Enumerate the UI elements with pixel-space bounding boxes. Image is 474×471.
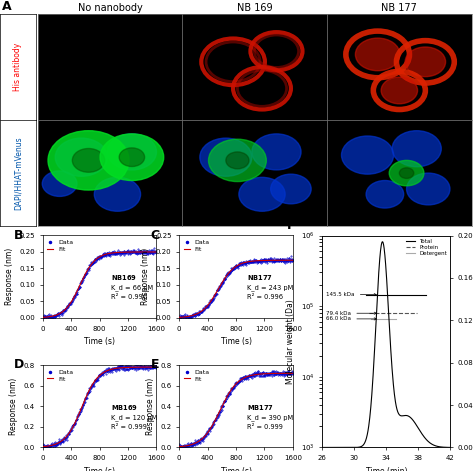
- Circle shape: [209, 139, 266, 181]
- Total: [381, 292, 387, 298]
- Text: F: F: [286, 219, 295, 232]
- Circle shape: [239, 178, 285, 211]
- Circle shape: [226, 152, 249, 169]
- Circle shape: [399, 168, 414, 179]
- Text: C: C: [151, 229, 160, 242]
- Circle shape: [55, 138, 107, 176]
- Text: 145.5 kDa: 145.5 kDa: [326, 292, 376, 297]
- Y-axis label: Response (nm): Response (nm): [146, 378, 155, 435]
- Circle shape: [381, 77, 418, 104]
- X-axis label: Time (s): Time (s): [220, 467, 252, 471]
- Text: His antibody: His antibody: [13, 43, 22, 91]
- Legend: Data, Fit: Data, Fit: [182, 239, 211, 253]
- Legend: Total, Protein, Detergent: Total, Protein, Detergent: [406, 238, 447, 257]
- Legend: Data, Fit: Data, Fit: [46, 239, 75, 253]
- Total: [380, 292, 386, 298]
- Circle shape: [48, 130, 129, 190]
- Circle shape: [100, 134, 164, 180]
- Total: [396, 292, 401, 298]
- Text: 66.0 kDa: 66.0 kDa: [326, 317, 376, 321]
- Y-axis label: Molecular weight (Da): Molecular weight (Da): [286, 299, 295, 384]
- Protein: [381, 310, 387, 316]
- Circle shape: [42, 171, 77, 196]
- X-axis label: Time (s): Time (s): [220, 337, 252, 346]
- Protein: [380, 310, 386, 316]
- Text: NB 177: NB 177: [382, 3, 417, 13]
- Y-axis label: Response (nm): Response (nm): [5, 248, 14, 305]
- Text: NB 169: NB 169: [237, 3, 273, 13]
- Text: E: E: [151, 358, 159, 372]
- Circle shape: [73, 148, 105, 172]
- Detergent: [389, 316, 394, 322]
- Detergent: [380, 316, 386, 322]
- Text: No nanobody: No nanobody: [78, 3, 143, 13]
- Circle shape: [356, 38, 400, 71]
- Legend: Data, Fit: Data, Fit: [182, 368, 211, 383]
- Protein: [389, 310, 394, 316]
- Text: $\mathbf{MB169}$
K_d = 120 pM
R² = 0.999: $\mathbf{MB169}$ K_d = 120 pM R² = 0.999: [111, 403, 157, 430]
- Text: D: D: [14, 358, 25, 372]
- X-axis label: Time (s): Time (s): [84, 467, 115, 471]
- Text: B: B: [14, 229, 24, 242]
- Text: DAPI/HHAT-mVenus: DAPI/HHAT-mVenus: [13, 136, 22, 210]
- Text: $\mathbf{NB169}$
K_d = 66 pM
R² = 0.996: $\mathbf{NB169}$ K_d = 66 pM R² = 0.996: [111, 273, 153, 300]
- Circle shape: [366, 180, 404, 208]
- Circle shape: [119, 148, 145, 167]
- Y-axis label: Response (nm): Response (nm): [9, 378, 18, 435]
- Circle shape: [94, 178, 141, 211]
- Detergent: [381, 316, 387, 322]
- Circle shape: [200, 138, 252, 176]
- Text: 79.4 kDa: 79.4 kDa: [326, 311, 376, 316]
- Circle shape: [271, 174, 311, 204]
- Circle shape: [107, 134, 156, 170]
- Total: [389, 292, 394, 298]
- Circle shape: [392, 130, 441, 167]
- Protein: [396, 310, 401, 316]
- Circle shape: [407, 173, 450, 205]
- Text: $\mathbf{MB177}$
K_d = 390 pM
R² = 0.999: $\mathbf{MB177}$ K_d = 390 pM R² = 0.999: [247, 403, 293, 430]
- Text: A: A: [2, 0, 12, 13]
- Text: $\mathbf{NB177}$
K_d = 243 pM
R² = 0.996: $\mathbf{NB177}$ K_d = 243 pM R² = 0.996: [247, 273, 294, 300]
- Circle shape: [389, 160, 424, 186]
- X-axis label: Time (min): Time (min): [365, 467, 407, 471]
- Legend: Data, Fit: Data, Fit: [46, 368, 75, 383]
- Circle shape: [252, 134, 301, 170]
- Circle shape: [405, 47, 446, 77]
- Y-axis label: Response (nm): Response (nm): [141, 248, 150, 305]
- X-axis label: Time (s): Time (s): [84, 337, 115, 346]
- Circle shape: [341, 136, 393, 174]
